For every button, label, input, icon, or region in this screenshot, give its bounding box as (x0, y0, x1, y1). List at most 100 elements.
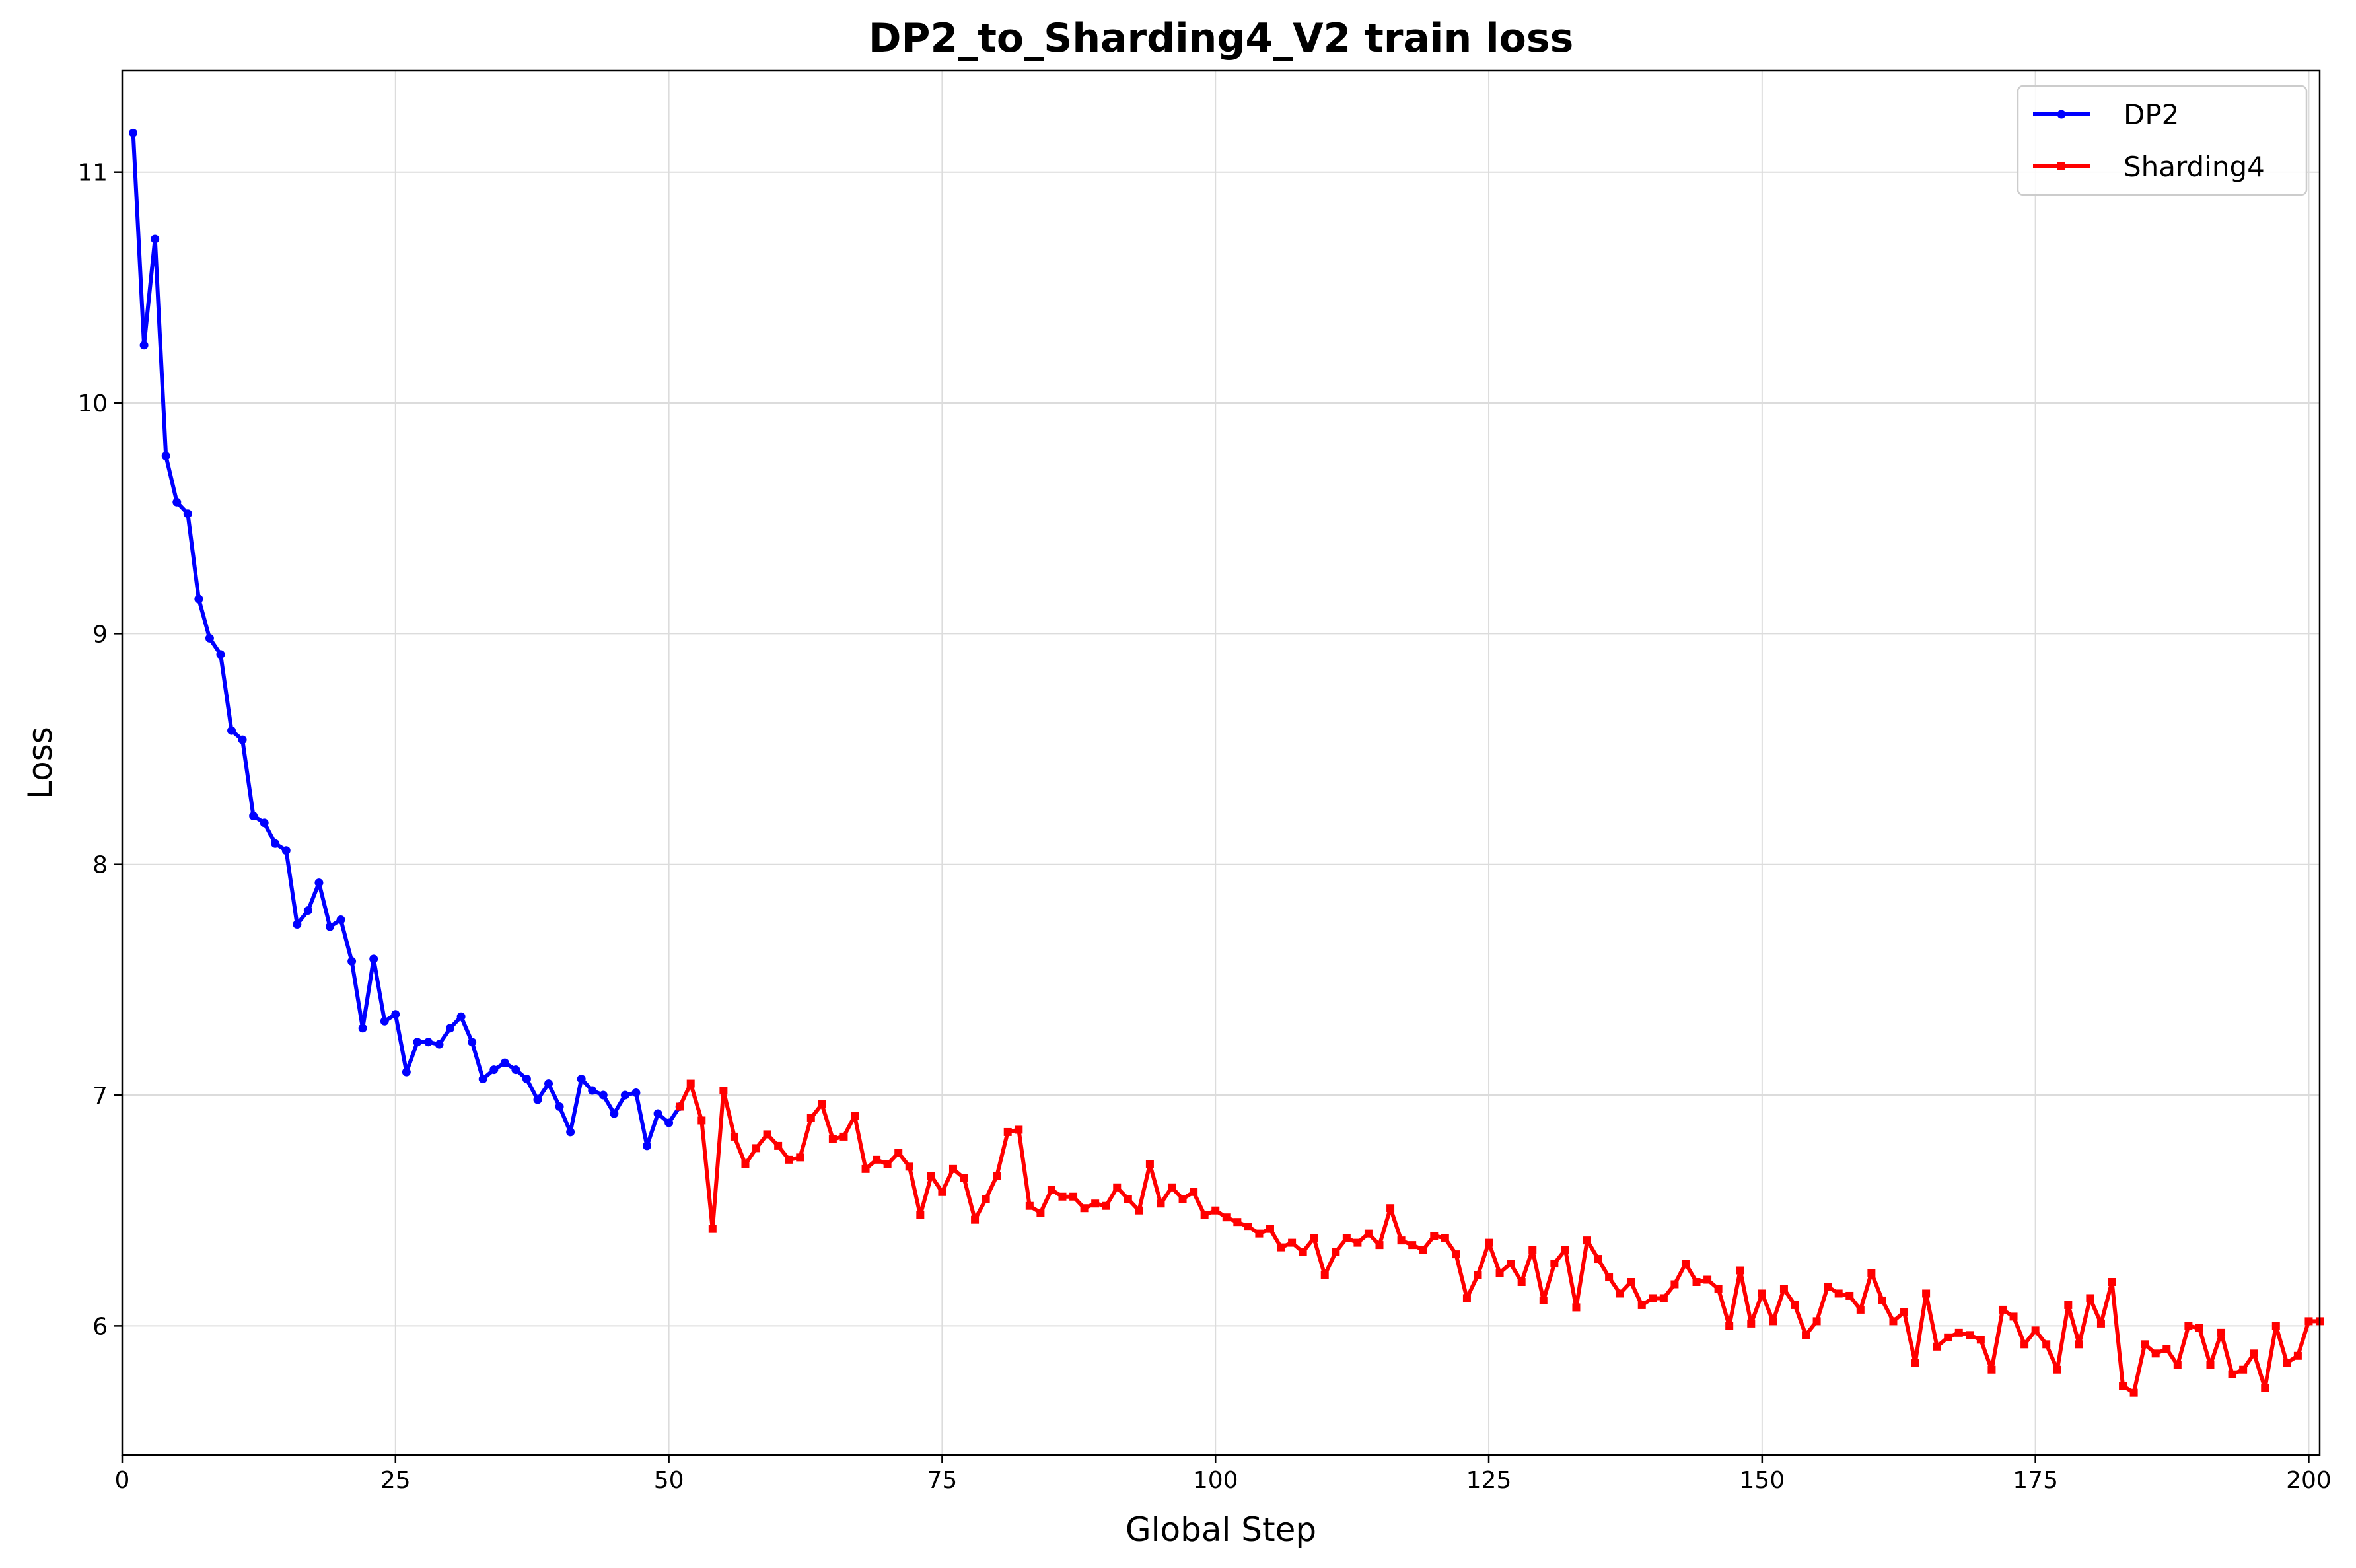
data-point (249, 811, 258, 820)
data-point (216, 650, 225, 659)
legend-marker (2057, 162, 2065, 170)
x-tick-label: 0 (115, 1467, 130, 1494)
data-point (336, 915, 345, 925)
data-point (358, 1024, 367, 1033)
data-point (2108, 1278, 2116, 1286)
data-point (631, 1088, 641, 1098)
data-point (1047, 1186, 1055, 1194)
data-point (1616, 1289, 1624, 1298)
data-point (1933, 1342, 1941, 1351)
data-point (1692, 1278, 1701, 1286)
data-point (281, 846, 291, 855)
x-tick-label: 150 (1739, 1467, 1785, 1494)
data-point (271, 839, 280, 848)
data-point (785, 1155, 793, 1164)
data-point (1736, 1266, 1744, 1275)
series-dp2 (129, 128, 684, 1151)
data-point (588, 1086, 597, 1095)
data-point (1703, 1275, 1712, 1284)
data-point (1211, 1206, 1220, 1215)
data-point (1135, 1206, 1143, 1215)
data-point (1528, 1246, 1537, 1254)
data-point (1190, 1188, 1198, 1196)
data-point (708, 1225, 717, 1233)
data-point (971, 1215, 980, 1224)
x-axis: 0 25 50 75 100 125 150 175 200 (115, 1455, 2332, 1494)
data-point (161, 451, 170, 460)
data-point (873, 1155, 881, 1164)
data-point (1900, 1308, 1909, 1316)
data-point (1397, 1236, 1406, 1245)
data-point (205, 633, 214, 643)
data-point (1320, 1271, 1329, 1279)
data-point (423, 1038, 433, 1047)
data-point (139, 341, 149, 350)
data-point (1102, 1201, 1110, 1210)
data-point (1987, 1365, 1996, 1374)
data-point (478, 1075, 487, 1084)
data-point (1364, 1229, 1373, 1238)
chart-title: DP2_to_Sharding4_V2 train loss (869, 15, 1574, 61)
y-tick-label: 7 (92, 1083, 108, 1110)
data-point (1452, 1250, 1460, 1259)
data-point (2250, 1349, 2258, 1358)
data-point (2228, 1370, 2236, 1378)
data-point (1277, 1243, 1285, 1252)
data-point (1507, 1260, 1515, 1268)
legend-item-sharding4: Sharding4 (2033, 151, 2265, 183)
data-point (686, 1079, 695, 1088)
data-point (380, 1016, 389, 1026)
data-point (806, 1114, 815, 1122)
data-point (1976, 1336, 1985, 1344)
data-point (894, 1149, 903, 1157)
data-point (555, 1102, 564, 1112)
data-point (566, 1127, 575, 1137)
data-point (129, 128, 138, 137)
data-point (2031, 1326, 2040, 1335)
data-point (982, 1195, 990, 1203)
data-point (1058, 1192, 1067, 1201)
data-point (676, 1102, 684, 1111)
data-point (1441, 1234, 1449, 1242)
y-axis-label: Loss (21, 727, 59, 799)
data-point (1233, 1218, 1242, 1227)
legend-label: Sharding4 (2124, 151, 2265, 183)
data-point (1474, 1271, 1482, 1279)
data-point (435, 1040, 444, 1049)
data-point (1091, 1199, 1100, 1208)
data-point (1561, 1246, 1569, 1254)
legend-marker (2057, 110, 2066, 119)
data-point (1419, 1246, 1427, 1254)
y-tick-label: 6 (92, 1313, 108, 1340)
data-point (1758, 1289, 1766, 1298)
data-point (1200, 1211, 1209, 1219)
data-point (1539, 1296, 1548, 1304)
data-point (1605, 1273, 1614, 1282)
data-point (2184, 1322, 2193, 1330)
data-point (1178, 1195, 1187, 1203)
data-point (1802, 1331, 1810, 1339)
data-point (2096, 1319, 2105, 1328)
data-point (2304, 1317, 2313, 1326)
data-point (2162, 1345, 2171, 1353)
plot-frame (121, 69, 2321, 1456)
data-point (1670, 1280, 1679, 1289)
data-point (2042, 1340, 2051, 1349)
data-point (2009, 1312, 2018, 1321)
data-point (1637, 1301, 1646, 1309)
data-point (391, 1010, 400, 1019)
x-tick-label: 25 (380, 1467, 411, 1494)
data-point (818, 1100, 826, 1109)
data-point (610, 1109, 619, 1118)
series-sharding4 (676, 1079, 2324, 1397)
x-tick-label: 175 (2013, 1467, 2058, 1494)
data-point (1113, 1183, 1122, 1192)
series-layer (129, 128, 2324, 1397)
data-point (1791, 1301, 1799, 1309)
data-point (1725, 1322, 1734, 1330)
data-point (993, 1172, 1001, 1180)
data-point (2119, 1382, 2127, 1390)
data-point (1145, 1160, 1154, 1168)
